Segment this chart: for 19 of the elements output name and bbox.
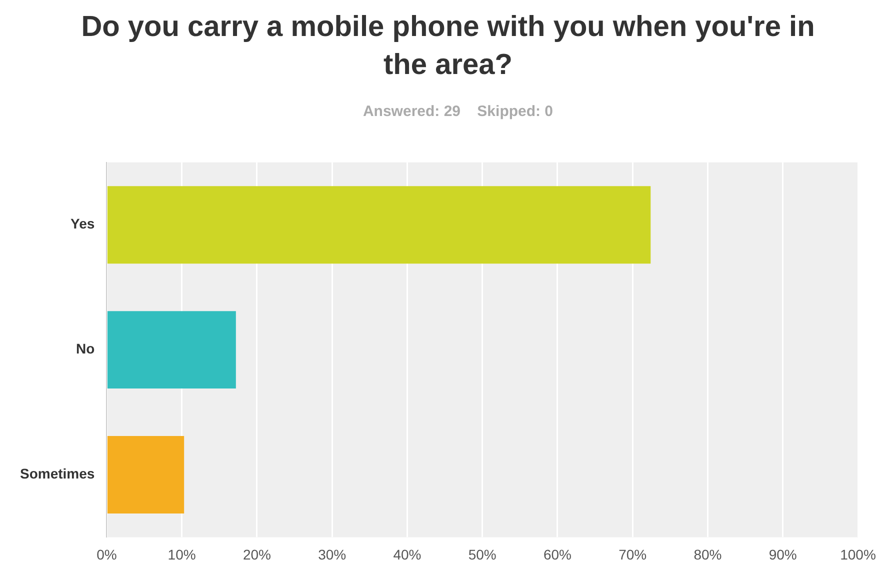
x-tick-label: 100% [840,546,876,562]
x-tick-label: 90% [768,546,797,562]
y-tick-label: Yes [70,216,95,232]
bar [107,436,184,514]
y-tick-label: No [76,340,95,357]
x-tick-label: 20% [242,546,271,562]
chart-title: Do you carry a mobile phone with you when you're in the area? [80,10,816,83]
chart-subtitle: Answered: 29 Skipped: 0 [362,102,554,122]
bar [107,186,651,264]
x-tick-label: 70% [618,546,647,562]
x-tick-label: 40% [393,546,422,562]
y-tick-label: Sometimes [20,466,95,482]
x-tick-label: 10% [168,546,196,562]
x-tick-label: 0% [96,546,117,562]
x-tick-label: 60% [543,546,572,562]
x-tick-label: 50% [468,546,496,562]
bar [107,311,236,389]
x-tick-label: 80% [694,546,722,562]
x-tick-label: 30% [318,546,346,562]
